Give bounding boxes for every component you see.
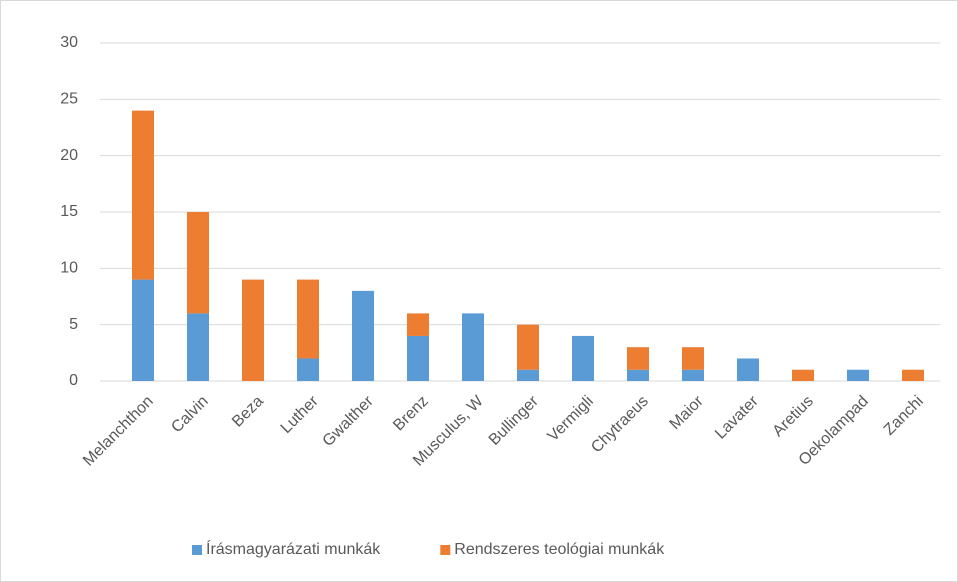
bar-segment xyxy=(682,369,704,381)
y-tick-label: 20 xyxy=(60,147,78,164)
bar-segment xyxy=(792,369,814,381)
bar-segment xyxy=(627,347,649,370)
legend-swatch xyxy=(192,545,202,555)
bar-segment xyxy=(297,358,319,381)
bar-segment xyxy=(517,324,539,370)
bar-segment xyxy=(407,335,429,381)
bar-segment xyxy=(297,279,319,359)
bar-segment xyxy=(352,290,374,381)
bar-segment xyxy=(682,347,704,370)
legend-swatch xyxy=(440,545,451,555)
y-tick-label: 25 xyxy=(60,91,78,108)
bar-segment xyxy=(407,313,429,336)
bar-segment xyxy=(132,279,154,381)
y-tick-label: 15 xyxy=(60,203,78,220)
y-tick-label: 10 xyxy=(60,260,78,277)
legend-label: Rendszeres teológiai munkák xyxy=(454,541,665,558)
bar-segment xyxy=(242,279,264,381)
bar-segment xyxy=(627,369,649,381)
bar-segment xyxy=(847,369,869,381)
bar-segment xyxy=(462,313,484,381)
bar-segment xyxy=(187,313,209,381)
bar-segment xyxy=(187,212,209,314)
bar-segment xyxy=(517,369,539,381)
y-tick-label: 30 xyxy=(60,34,78,51)
y-tick-label: 5 xyxy=(69,316,78,333)
bar-segment xyxy=(132,110,154,280)
bar-segment xyxy=(572,335,594,381)
legend-label: Írásmagyarázati munkák xyxy=(206,539,381,558)
bar-segment xyxy=(902,369,924,381)
bar-segment xyxy=(737,358,759,381)
y-tick-label: 0 xyxy=(69,372,78,389)
